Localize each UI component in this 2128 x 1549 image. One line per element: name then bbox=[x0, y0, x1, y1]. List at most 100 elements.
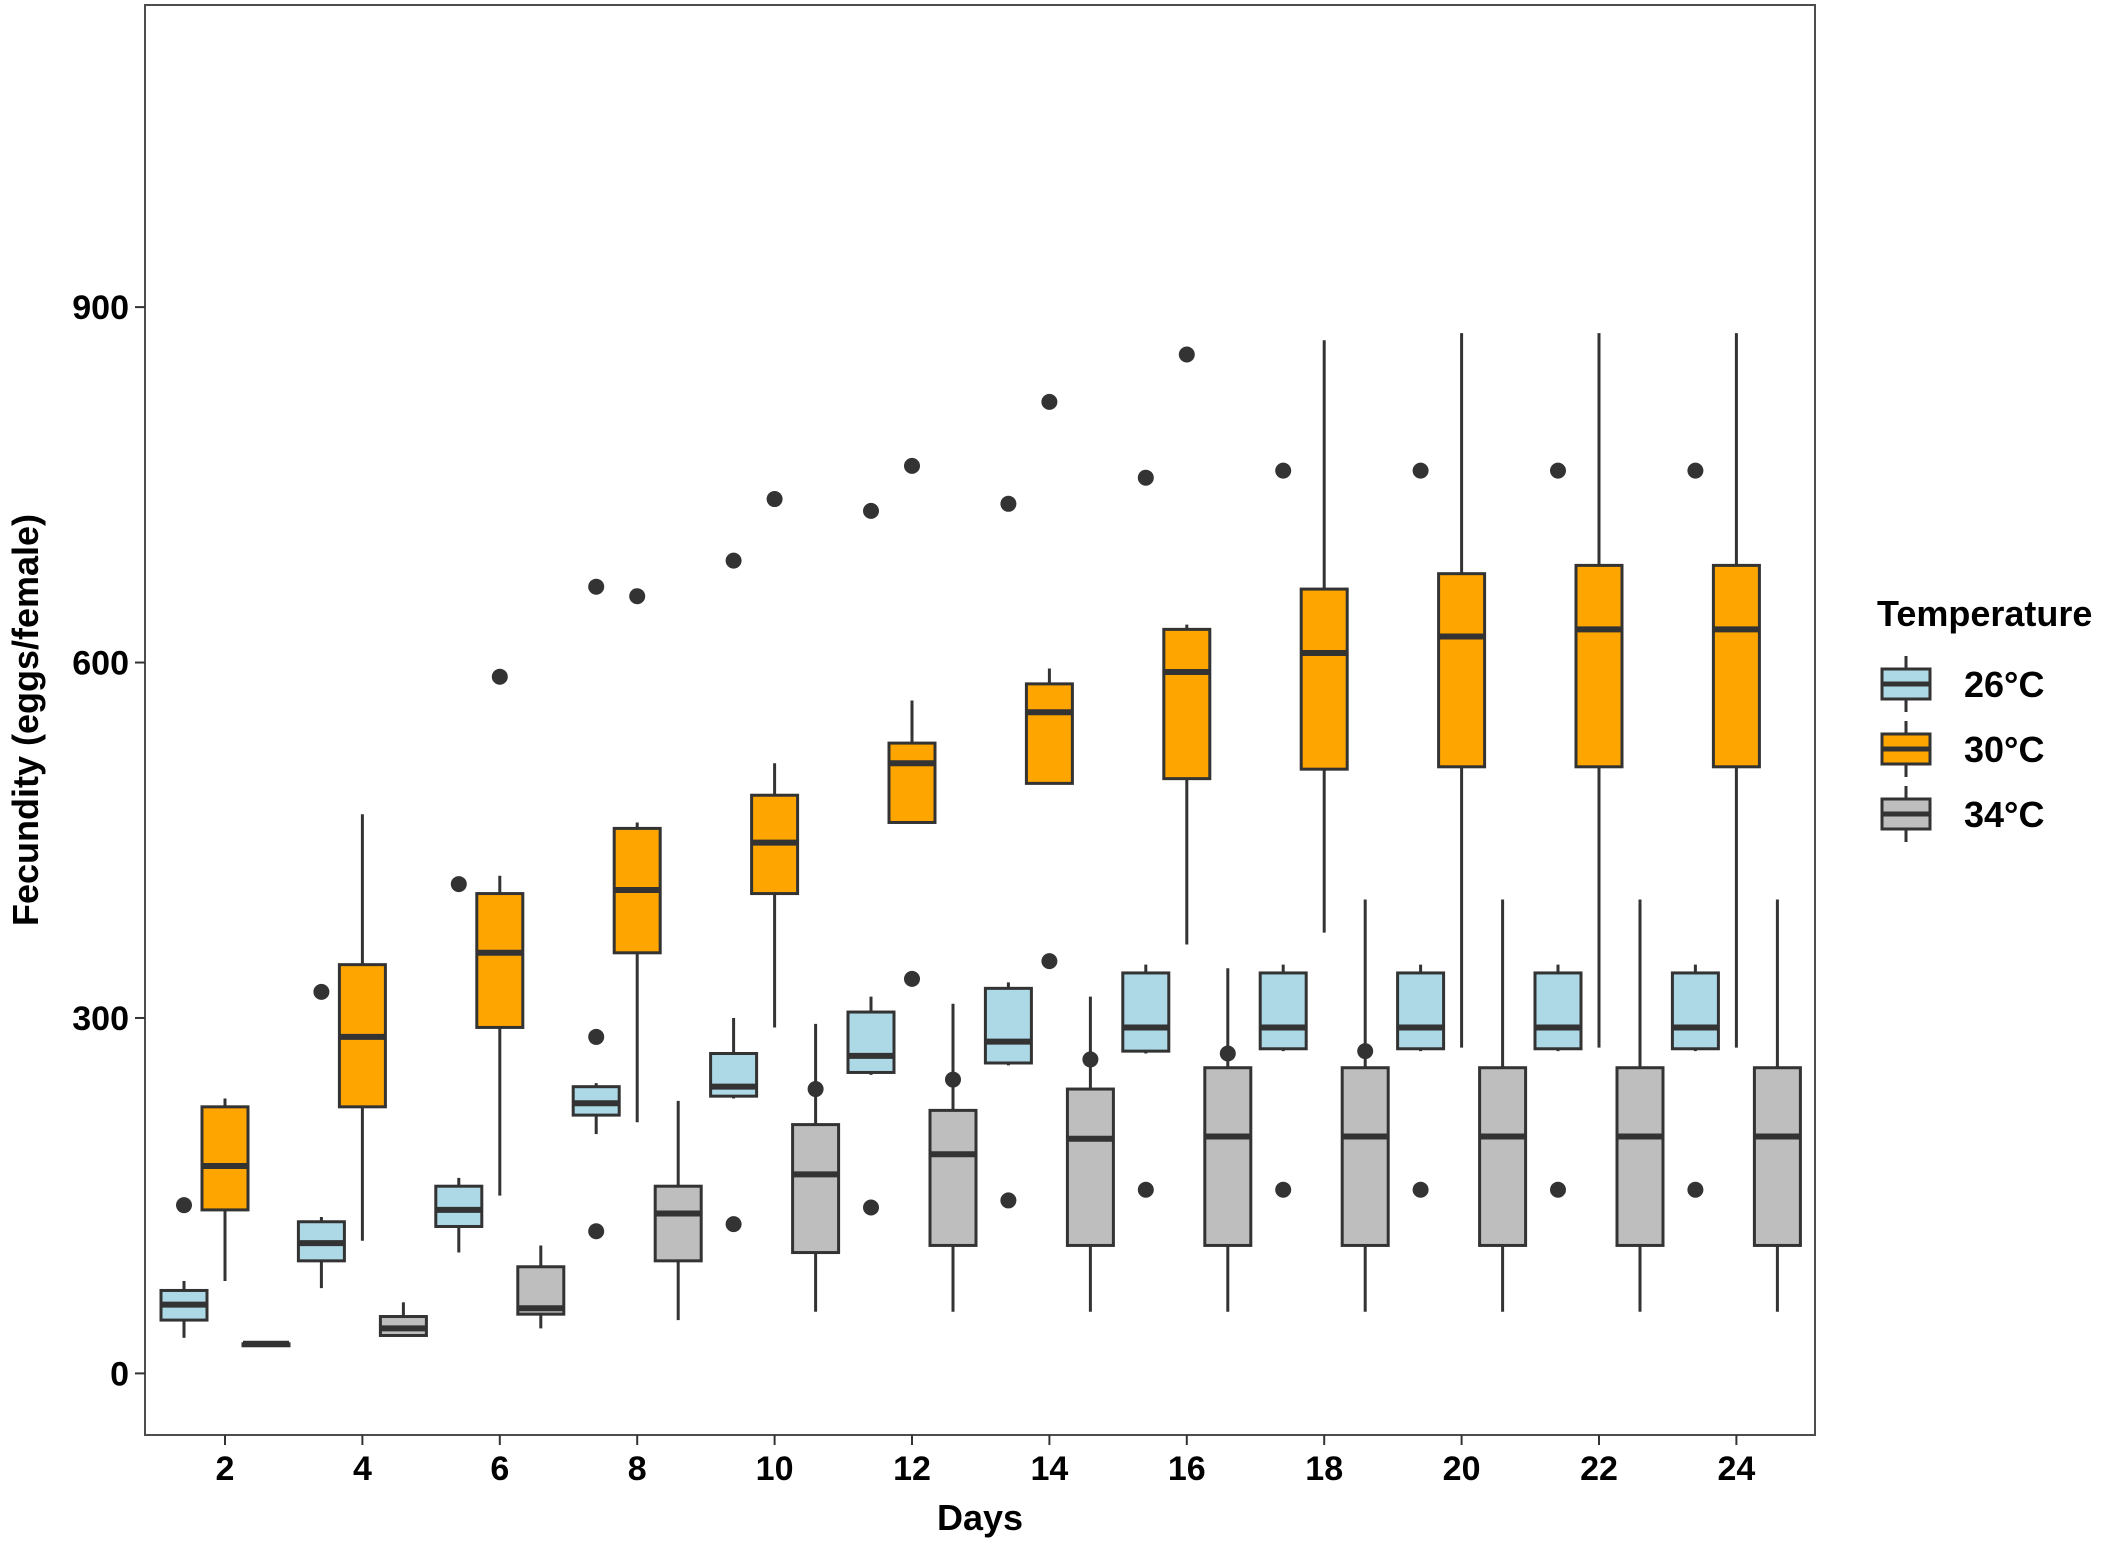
box-body bbox=[1299, 587, 1349, 771]
box bbox=[709, 552, 759, 1233]
box-body bbox=[1121, 971, 1171, 1053]
outlier-point bbox=[1550, 462, 1566, 479]
box bbox=[983, 495, 1033, 1209]
box bbox=[571, 578, 621, 1240]
box-body bbox=[1574, 563, 1624, 769]
x-tick-label: 10 bbox=[756, 1450, 794, 1488]
outlier-point bbox=[1000, 495, 1017, 512]
box bbox=[337, 814, 387, 1241]
box-body bbox=[1615, 1066, 1665, 1247]
box bbox=[1340, 899, 1390, 1312]
outlier-point bbox=[904, 970, 920, 987]
outlier-point bbox=[1275, 1181, 1292, 1198]
x-tick-label: 14 bbox=[1030, 1450, 1068, 1488]
box bbox=[612, 588, 662, 1123]
outlier-point bbox=[1178, 346, 1195, 363]
box bbox=[653, 1100, 703, 1321]
box bbox=[159, 1197, 209, 1338]
box-series-group bbox=[159, 333, 1802, 1348]
box-body bbox=[1065, 1087, 1115, 1247]
outlier-point bbox=[1550, 1181, 1566, 1198]
y-tick-label: 900 bbox=[72, 289, 129, 327]
box bbox=[1024, 393, 1074, 970]
box-body bbox=[1711, 563, 1761, 769]
box bbox=[1437, 333, 1487, 1048]
outlier-point bbox=[1041, 393, 1058, 410]
outlier-point bbox=[1137, 1181, 1154, 1198]
box bbox=[1711, 333, 1761, 1048]
outlier-point bbox=[313, 983, 330, 1000]
box bbox=[750, 491, 800, 1028]
x-tick-label: 24 bbox=[1717, 1450, 1755, 1488]
box-body bbox=[1340, 1066, 1390, 1247]
series-34CC bbox=[241, 899, 1802, 1348]
box-body bbox=[1670, 971, 1720, 1051]
legend-label: 26°C bbox=[1964, 664, 2044, 705]
x-tick-label: 20 bbox=[1443, 1450, 1481, 1488]
box-body bbox=[1752, 1066, 1802, 1247]
box-body bbox=[983, 986, 1033, 1065]
outlier-point bbox=[1000, 1192, 1017, 1209]
outlier-point bbox=[725, 552, 742, 569]
outlier-point bbox=[863, 1199, 879, 1216]
box bbox=[516, 1245, 566, 1329]
x-tick-label: 12 bbox=[893, 1450, 931, 1488]
box bbox=[1533, 462, 1583, 1198]
box-body bbox=[434, 1184, 484, 1228]
legend-key bbox=[1880, 786, 1932, 842]
legend: Temperature 26°C 30°C 34°C bbox=[1877, 593, 2092, 842]
box bbox=[1478, 899, 1528, 1312]
box-body bbox=[791, 1123, 841, 1255]
outlier-point bbox=[1412, 1181, 1429, 1198]
outlier-point bbox=[1082, 1051, 1099, 1068]
outlier-point bbox=[1687, 1181, 1704, 1198]
box bbox=[1299, 340, 1349, 933]
box-body bbox=[1478, 1066, 1528, 1247]
outlier-point bbox=[904, 457, 920, 474]
box bbox=[434, 876, 484, 1253]
outlier-point bbox=[1219, 1045, 1236, 1062]
outlier-point bbox=[766, 491, 783, 508]
box bbox=[1396, 462, 1446, 1198]
box-body bbox=[928, 1108, 978, 1247]
box bbox=[928, 1003, 978, 1312]
box-body bbox=[1437, 572, 1487, 769]
box-body bbox=[1024, 682, 1074, 785]
box-body bbox=[887, 741, 937, 824]
box-body bbox=[1162, 627, 1212, 781]
outlier-point bbox=[491, 668, 508, 685]
box bbox=[200, 1098, 250, 1281]
box-body bbox=[475, 892, 525, 1029]
outlier-point bbox=[1687, 462, 1704, 479]
box bbox=[1065, 996, 1115, 1312]
y-tick-label: 300 bbox=[72, 1000, 129, 1038]
legend-label: 34°C bbox=[1964, 794, 2044, 835]
box bbox=[475, 668, 525, 1196]
box bbox=[1203, 968, 1253, 1312]
y-axis-title: Fecundity (eggs/female) bbox=[5, 514, 46, 926]
outlier-point bbox=[450, 876, 467, 893]
outlier-point bbox=[588, 1223, 605, 1240]
y-tick-label: 600 bbox=[72, 645, 129, 683]
outlier-point bbox=[1137, 469, 1154, 486]
box bbox=[1752, 899, 1802, 1312]
legend-title: Temperature bbox=[1877, 593, 2092, 634]
outlier-point bbox=[1275, 462, 1292, 479]
box-body bbox=[846, 1010, 896, 1074]
outlier-point bbox=[725, 1216, 742, 1233]
box bbox=[791, 1023, 841, 1312]
y-tick-label: 0 bbox=[110, 1355, 129, 1393]
outlier-point bbox=[1041, 953, 1058, 970]
box bbox=[296, 983, 346, 1289]
x-tick-label: 6 bbox=[490, 1450, 509, 1488]
x-tick-label: 18 bbox=[1305, 1450, 1343, 1488]
x-tick-label: 22 bbox=[1580, 1450, 1618, 1488]
outlier-point bbox=[1412, 462, 1429, 479]
outlier-point bbox=[629, 588, 646, 605]
outlier-point bbox=[176, 1197, 192, 1214]
box bbox=[1121, 469, 1171, 1198]
box bbox=[1258, 462, 1308, 1198]
outlier-point bbox=[945, 1071, 961, 1088]
